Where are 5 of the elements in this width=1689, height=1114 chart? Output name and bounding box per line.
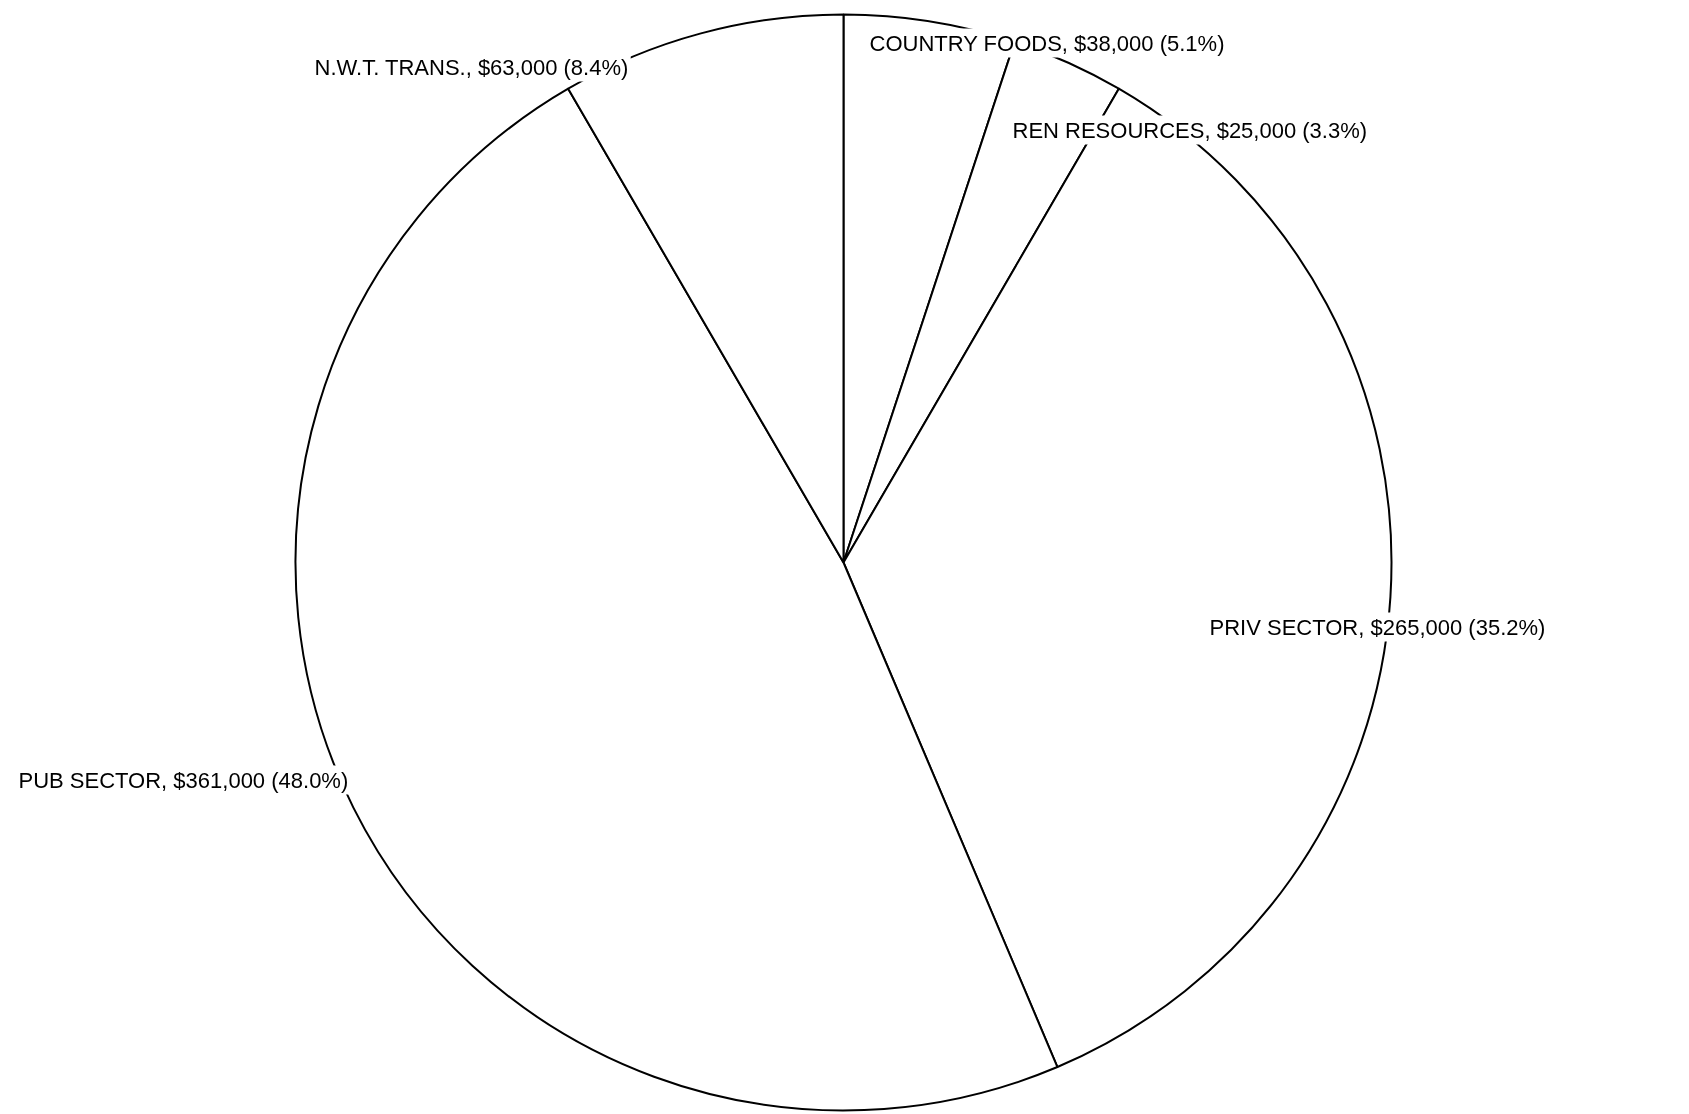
slice-label: PUB SECTOR, $361,000 (48.0%)	[18, 767, 349, 793]
slice-label: PRIV SECTOR, $265,000 (35.2%)	[1209, 614, 1546, 640]
slice-label: N.W.T. TRANS., $63,000 (8.4%)	[314, 54, 629, 80]
slice-label: REN RESOURCES, $25,000 (3.3%)	[1012, 117, 1368, 143]
slice-label: COUNTRY FOODS, $38,000 (5.1%)	[869, 30, 1225, 56]
